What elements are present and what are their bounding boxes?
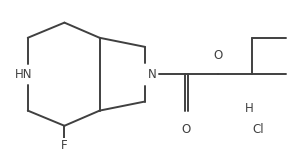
Text: Cl: Cl [252, 123, 264, 136]
Text: H: H [245, 102, 254, 115]
Text: HN: HN [15, 68, 32, 81]
Text: O: O [214, 49, 223, 62]
Text: O: O [182, 123, 191, 136]
Text: N: N [148, 68, 157, 81]
Text: F: F [61, 139, 68, 152]
